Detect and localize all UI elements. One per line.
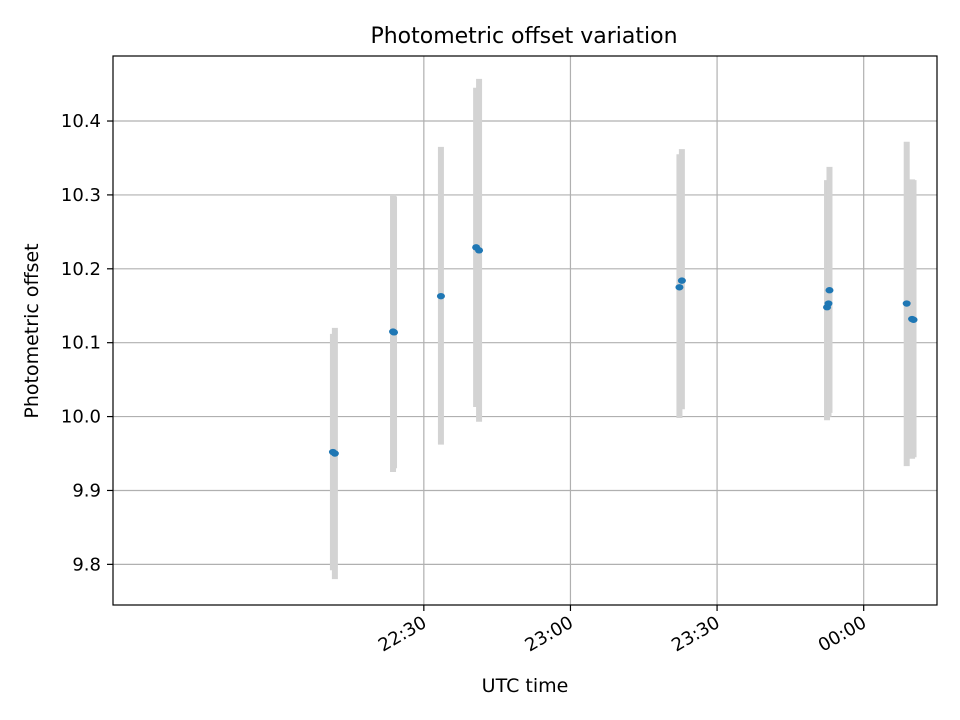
y-tick-label: 10.4	[61, 111, 101, 132]
error-bars	[329, 78, 917, 580]
data-point	[902, 300, 911, 307]
x-tick-label: 23:00	[522, 612, 577, 656]
ticks: 9.8 9.9 10.0 10.1 10.2 10.3 10.4 22:30 23:00 23:3…	[61, 111, 870, 656]
data-point	[475, 247, 484, 254]
x-axis-label: UTC time	[482, 675, 569, 697]
data-point	[436, 292, 445, 300]
data-point	[330, 450, 339, 457]
data-point	[825, 287, 834, 294]
y-axis-label: Photometric offset	[21, 243, 43, 418]
x-tick-label: 22:30	[375, 612, 430, 656]
plot-frame	[112, 55, 938, 606]
chart-title: Photometric offset variation	[370, 24, 677, 49]
data-point	[390, 329, 399, 336]
x-tick-label: 23:30	[668, 612, 723, 656]
y-tick-label: 9.9	[72, 480, 101, 501]
data-point	[675, 284, 684, 291]
data-point	[677, 277, 686, 284]
data-points	[328, 244, 918, 457]
data-point	[824, 300, 833, 307]
x-tick-label: 00:00	[815, 612, 870, 656]
y-tick-label: 10.3	[61, 185, 101, 206]
y-tick-label: 10.1	[61, 333, 101, 354]
y-tick-label: 10.2	[61, 259, 101, 280]
grid	[113, 56, 937, 605]
y-tick-label: 10.0	[61, 407, 101, 428]
y-tick-label: 9.8	[72, 554, 101, 575]
data-point	[909, 316, 918, 323]
